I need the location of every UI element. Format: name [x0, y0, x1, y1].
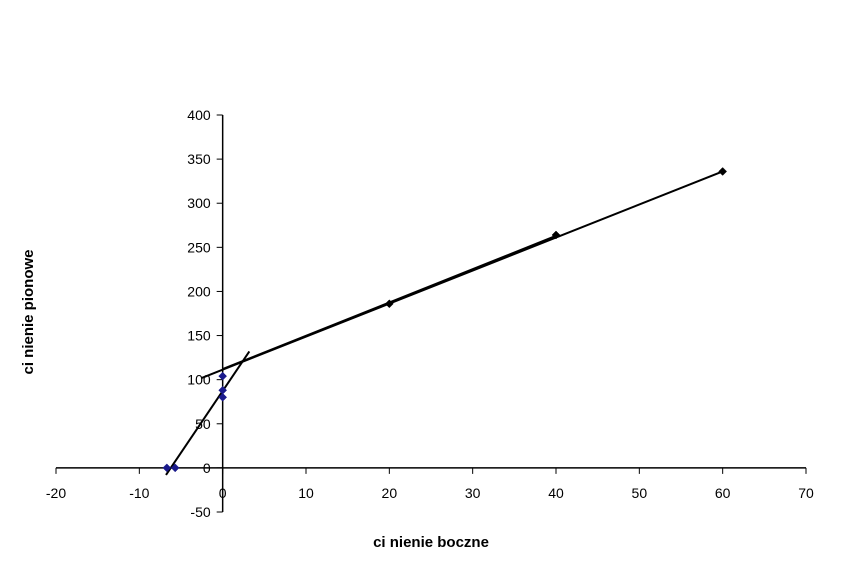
- data-point: [218, 392, 228, 402]
- x-tick-label: 60: [715, 485, 731, 501]
- data-point: [551, 230, 561, 240]
- x-tick-label: -20: [46, 485, 66, 501]
- x-tick-label: 50: [632, 485, 648, 501]
- data-point: [218, 371, 228, 381]
- data-point: [718, 167, 728, 176]
- y-tick-label: 50: [195, 416, 211, 432]
- x-tick-label: 0: [219, 485, 227, 501]
- y-axis-title: ci nienie pionowe: [20, 249, 37, 374]
- data-point: [384, 299, 394, 309]
- data-point: [162, 463, 172, 473]
- y-tick-label: 0: [203, 460, 211, 476]
- y-tick-label: 200: [187, 283, 211, 299]
- trendlines: [165, 170, 724, 476]
- data-points: [162, 167, 728, 473]
- x-tick-label: 30: [465, 485, 481, 501]
- y-tick-label: 300: [187, 195, 211, 211]
- x-tick-label: 10: [298, 485, 314, 501]
- data-point: [170, 463, 180, 473]
- y-tick-label: 350: [187, 151, 211, 167]
- y-tick-label: 150: [187, 328, 211, 344]
- x-tick-label: 70: [798, 485, 814, 501]
- x-tick-label: 20: [382, 485, 398, 501]
- trend-line: [165, 350, 251, 476]
- y-tick-label: 250: [187, 239, 211, 255]
- y-tick-label: -50: [190, 504, 210, 520]
- x-tick-label: 40: [548, 485, 564, 501]
- x-axis-title: ci nienie boczne: [373, 534, 489, 551]
- y-tick-label: 100: [187, 372, 211, 388]
- data-point: [218, 385, 228, 395]
- tick-labels: -20 -10 0 10 20 30 40 50 60 70 -50 0 50 100 150 200 250 3…: [46, 107, 814, 520]
- y-tick-label: 400: [187, 107, 211, 123]
- axes: [55, 114, 807, 513]
- x-tick-label: -10: [129, 485, 149, 501]
